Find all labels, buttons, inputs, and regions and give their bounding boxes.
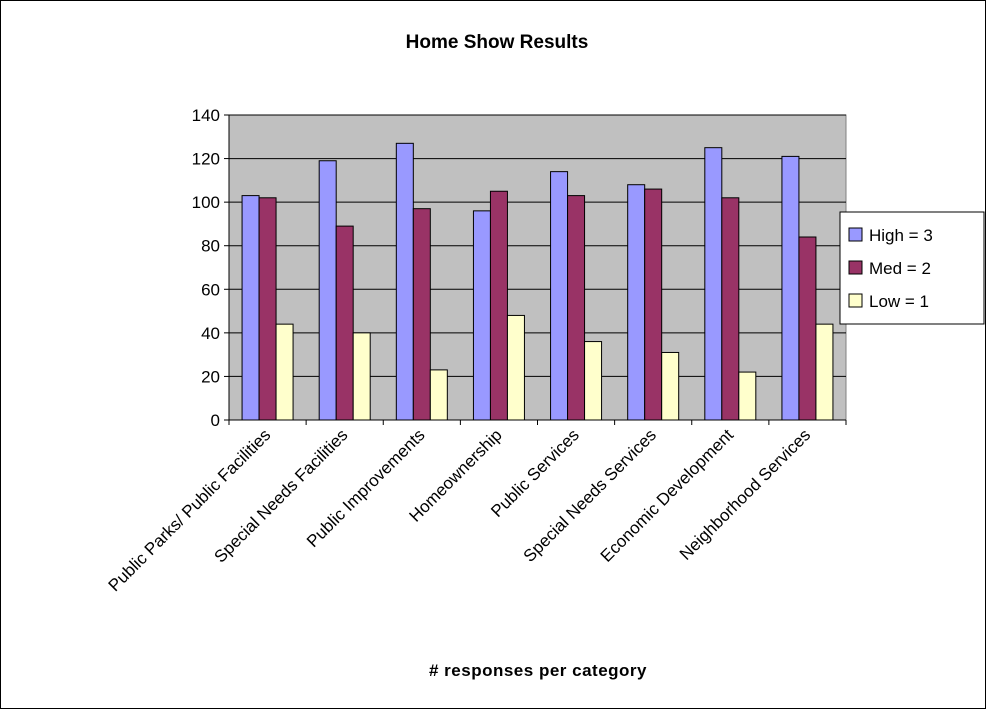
bar [489, 190, 508, 421]
bar [550, 171, 569, 421]
legend-swatch [848, 260, 863, 275]
legend-label: Med = 2 [869, 259, 931, 278]
legend-swatch [848, 227, 863, 242]
y-tick-labels: 0 20 40 60 80 100 120 140 [192, 106, 220, 430]
y-tick-label: 120 [192, 150, 220, 169]
legend-box [839, 211, 985, 325]
bar [241, 195, 260, 421]
legend-label: High = 3 [869, 226, 933, 245]
legend-swatch [848, 293, 863, 308]
bars [241, 142, 834, 421]
bar [661, 351, 680, 421]
category-label: Special Needs Services [520, 425, 660, 565]
legend-label: Low = 1 [869, 292, 929, 311]
bar [318, 160, 337, 421]
bar [704, 147, 723, 421]
bar [352, 332, 371, 421]
y-tick-label: 100 [192, 193, 220, 212]
y-tick-label: 140 [192, 106, 220, 125]
bar [275, 323, 294, 421]
bar [258, 197, 277, 421]
bar [815, 323, 834, 421]
category-label: Neighborhood Services [676, 425, 814, 563]
category-label: Economic Development [597, 425, 738, 566]
y-tick-label: 80 [201, 237, 220, 256]
bar [781, 155, 800, 421]
bar [567, 195, 586, 421]
category-label: Special Needs Facilities [210, 425, 351, 566]
y-tick-label: 60 [201, 280, 220, 299]
bar [395, 142, 414, 421]
bar [335, 225, 354, 421]
bar [412, 208, 431, 421]
y-tick-label: 20 [201, 367, 220, 386]
bar [798, 236, 817, 421]
x-axis-title: # responses per category [429, 661, 647, 680]
axes [224, 114, 847, 425]
category-label: Public Parks/ Public Facilities [105, 425, 275, 595]
legend: High = 3 Med = 2 Low = 1 [839, 211, 985, 325]
bar [644, 188, 663, 421]
chart-title: Home Show Results [406, 32, 589, 53]
bar [584, 341, 603, 421]
bar [738, 371, 757, 421]
bar [429, 369, 448, 421]
bar [472, 210, 491, 421]
bar [721, 197, 740, 421]
bar [627, 184, 646, 421]
y-tick-label: 40 [201, 324, 220, 343]
bar [506, 314, 525, 421]
y-tick-label: 0 [211, 411, 220, 430]
